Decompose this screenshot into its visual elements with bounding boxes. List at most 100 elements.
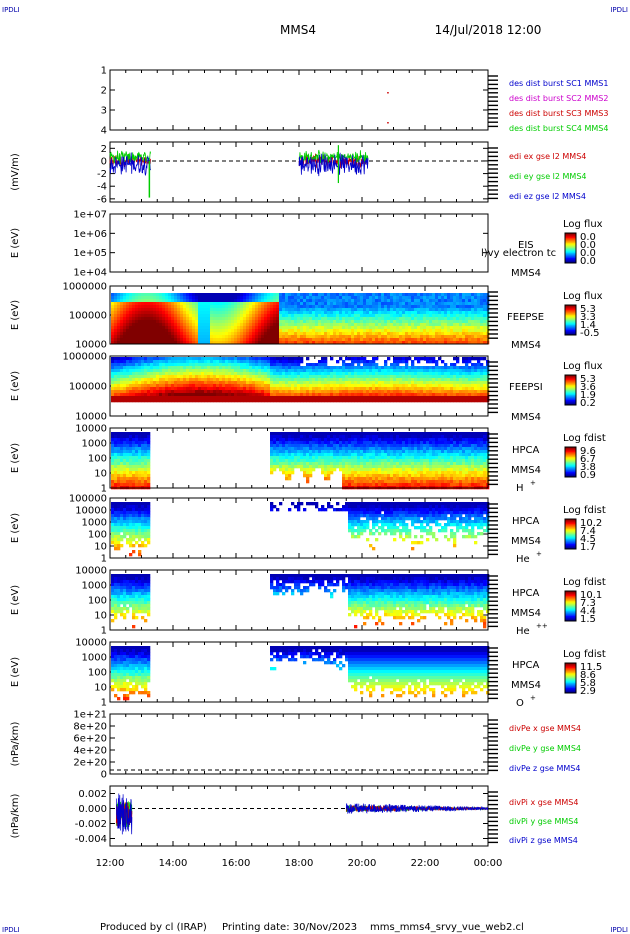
legend-entry: edi ex gse l2 MMS4: [509, 152, 586, 161]
colorbar-tick: 0.0: [580, 248, 596, 259]
y-tick-label: 1: [101, 554, 107, 565]
panel-3: [109, 213, 489, 273]
instrument-label: EIS: [518, 240, 534, 251]
panel-10: [109, 713, 489, 775]
species-charge: +: [530, 479, 536, 487]
corner-label-left: IPDLI: [2, 926, 20, 934]
colorbar-tick: 0.0: [580, 256, 596, 267]
spectrogram: [111, 357, 490, 403]
spacecraft-label: MMS4: [511, 680, 541, 691]
y-tick-label: 10000: [75, 412, 107, 423]
y-tick-label: 2: [101, 86, 107, 97]
x-tick-label: 22:00: [411, 858, 440, 869]
y-tick-label: 6e+20: [73, 734, 107, 745]
y-axis-label: (nPa/km): [10, 794, 21, 839]
legend-entry: divPi z gse MMS4: [509, 836, 578, 845]
y-tick-label: 10: [94, 611, 107, 622]
colorbar-tick: 3.3: [580, 312, 596, 323]
y-tick-label: 0: [101, 770, 107, 781]
y-tick-label: 8e+20: [73, 722, 107, 733]
legend-entry: divPe y gse MMS4: [509, 744, 581, 753]
instrument-label: FEEPSE: [507, 312, 544, 323]
page-datetime: 14/Jul/2018 12:00: [435, 23, 542, 37]
corner-label-left: IPDLI: [2, 6, 20, 14]
colorbar-title: Log fdist: [563, 577, 606, 588]
colorbar-tick: 11.5: [580, 662, 602, 673]
y-tick-label: 100: [88, 454, 107, 465]
colorbar-tick: 8.6: [580, 670, 596, 681]
y-axis-label: (mV/m): [10, 153, 21, 191]
colorbar-tick: 10.1: [580, 590, 602, 601]
colorbar-tick: 0.9: [580, 470, 596, 481]
spacecraft-label: MMS4: [511, 412, 541, 423]
edi-trace: [298, 152, 369, 177]
y-axis-label: E (eV): [10, 300, 21, 330]
y-tick-label: 1: [101, 698, 107, 709]
colorbar-title: Log fdist: [563, 649, 606, 660]
colorbar-title: Log flux: [563, 219, 603, 230]
colorbar-title: Log flux: [563, 361, 603, 372]
y-tick-label: 100000: [69, 382, 107, 393]
colorbar: [564, 446, 577, 478]
x-tick-label: 14:00: [159, 858, 188, 869]
y-tick-label: 10000: [75, 638, 107, 649]
colorbar-tick: 0.2: [580, 398, 596, 409]
y-tick-label: 10: [94, 469, 107, 480]
legend-entry: edi ez gse l2 MMS4: [509, 192, 586, 201]
spacecraft-label: MMS4: [511, 608, 541, 619]
footer-script-name: mms_mms4_srvy_vue_web2.cl: [370, 922, 524, 933]
x-tick-label: 12:00: [96, 858, 125, 869]
spectrogram: [111, 646, 490, 701]
y-tick-label: 1e+21: [73, 710, 107, 721]
species-label: He: [516, 554, 530, 565]
colorbar-tick: 1.7: [580, 542, 596, 553]
instrument-label: HPCA: [512, 516, 540, 527]
y-tick-label: 10000: [75, 424, 107, 435]
y-tick-label: 10000: [75, 340, 107, 351]
overlay-label: l)vy electron tc: [481, 248, 556, 259]
legend-entry: des dist burst SC4 MMS4: [509, 124, 608, 133]
burst-marker: [387, 92, 389, 94]
y-tick-label: 1000: [82, 518, 107, 529]
panel-frame: [109, 213, 489, 273]
colorbar-tick: 3.8: [580, 462, 596, 473]
colorbar-tick: 4.4: [580, 606, 596, 617]
y-tick-label: 100: [88, 668, 107, 679]
colorbar-tick: 0.0: [580, 232, 596, 243]
y-tick-label: 2: [101, 144, 107, 155]
panel-frame: [109, 785, 489, 847]
y-tick-label: 10: [94, 542, 107, 553]
legend-entry: edi ey gse l2 MMS4: [509, 172, 587, 181]
y-tick-label: 1000: [82, 653, 107, 664]
colorbar-title: Log fdist: [563, 433, 606, 444]
y-tick-label: 10: [94, 683, 107, 694]
colorbar-title: Log fdist: [563, 505, 606, 516]
x-tick-label: 18:00: [285, 858, 314, 869]
legend-entry: divPe z gse MMS4: [509, 764, 580, 773]
legend-entry: des dist burst SC3 MMS3: [509, 109, 608, 118]
instrument-label: HPCA: [512, 588, 540, 599]
corner-label-right: IPDLI: [610, 6, 628, 14]
y-tick-label: 1e+05: [73, 248, 107, 259]
legend-entry: des dist burst SC2 MMS2: [509, 94, 608, 103]
y-tick-label: 0.002: [78, 789, 107, 800]
colorbar-tick: 4.5: [580, 534, 596, 545]
y-tick-label: 1e+06: [73, 229, 107, 240]
instrument-label: FEEPSI: [509, 382, 543, 393]
legend-entry: divPi x gse MMS4: [509, 798, 578, 807]
colorbar-tick: 2.9: [580, 686, 596, 697]
colorbar-tick: 10.2: [580, 518, 602, 529]
y-tick-label: 4: [101, 126, 107, 137]
spectrogram: [111, 502, 490, 557]
footer-printing-date: Printing date: 30/Nov/2023: [222, 922, 357, 933]
y-tick-label: -0.004: [75, 834, 107, 845]
y-axis-label: E (eV): [10, 228, 21, 258]
colorbar-tick: 1.9: [580, 390, 596, 401]
burst-marker: [387, 122, 389, 124]
colorbar-tick: 5.8: [580, 678, 596, 689]
spacecraft-label: MMS4: [511, 465, 541, 476]
colorbar-tick: 5.3: [580, 374, 596, 385]
y-tick-label: 100000: [69, 494, 107, 505]
panel-frame: [109, 141, 489, 203]
y-axis-label: E (eV): [10, 657, 21, 687]
